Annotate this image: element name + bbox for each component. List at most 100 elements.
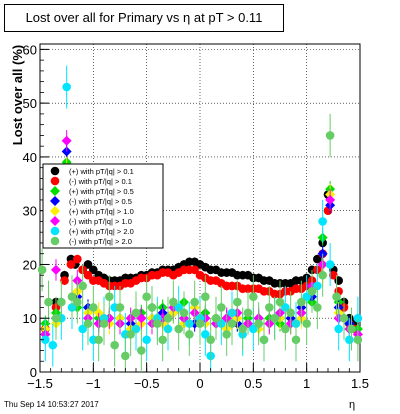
data-point (206, 335, 215, 345)
y-tick-label: 40 (23, 150, 37, 165)
legend-marker (50, 196, 60, 206)
y-tick-label: 60 (23, 42, 37, 57)
data-point (249, 292, 258, 302)
data-series (37, 65, 363, 372)
data-point (83, 319, 93, 328)
data-point (227, 319, 237, 328)
data-point (265, 303, 274, 312)
data-point (66, 260, 76, 269)
data-point (44, 297, 53, 307)
legend-label: (-) with pT/|q| > 0.5 (69, 197, 132, 206)
data-point (307, 287, 317, 296)
x-tick-label: 0.5 (244, 376, 262, 391)
data-point (142, 292, 151, 302)
data-point (99, 319, 109, 328)
data-point (195, 319, 205, 328)
data-point (313, 303, 322, 312)
y-tick-label: 20 (23, 257, 37, 272)
data-point (211, 313, 221, 323)
data-point (222, 330, 231, 339)
data-point (163, 313, 173, 323)
legend-marker (50, 226, 60, 236)
data-point (185, 330, 194, 339)
data-point (131, 308, 141, 318)
x-tick-label: −1 (86, 376, 101, 391)
y-axis-label: Lost over all (%) (10, 45, 25, 145)
legend: (+) with pT/|q| > 0.1(-) with pT/|q| > 0… (42, 163, 164, 249)
data-point (41, 335, 50, 345)
data-point (332, 292, 341, 302)
legend-label: (+) with pT/|q| > 1.0 (69, 207, 134, 216)
data-point (233, 297, 242, 307)
data-point (67, 292, 77, 302)
series-8 (37, 113, 363, 372)
y-tick-label: 50 (23, 96, 37, 111)
data-point (243, 308, 253, 318)
data-point (275, 297, 285, 307)
data-point (291, 335, 301, 345)
data-point (137, 346, 146, 355)
data-point (174, 324, 183, 334)
data-point (281, 324, 290, 334)
data-point (297, 297, 306, 307)
legend-label: (+) with pT/|q| > 2.0 (69, 227, 134, 236)
legend-label: (-) with pT/|q| > 1.0 (69, 217, 132, 226)
data-point (217, 303, 226, 312)
y-tick-label: 0 (30, 365, 37, 380)
data-point (57, 297, 66, 307)
legend-label: (+) with pT/|q| > 0.1 (69, 167, 134, 176)
x-tick-label: −0.5 (134, 376, 160, 391)
data-point (169, 297, 178, 307)
data-point (115, 303, 125, 312)
legend-label: (-) with pT/|q| > 2.0 (69, 237, 132, 246)
data-point (78, 281, 87, 291)
legend-marker (50, 236, 60, 246)
legend-label: (+) with pT/|q| > 0.5 (69, 187, 134, 196)
x-tick-label: 0 (196, 376, 203, 391)
data-point (302, 319, 311, 328)
data-point (325, 131, 335, 140)
data-point (339, 313, 349, 323)
y-tick-label: 10 (23, 311, 37, 326)
data-point (51, 313, 61, 323)
data-point (153, 319, 162, 328)
timestamp: Thu Sep 14 10:53:27 2017 (4, 400, 99, 409)
data-point (60, 276, 69, 285)
data-point (201, 292, 210, 302)
data-point (313, 254, 322, 264)
data-point (48, 340, 58, 350)
x-tick-label: 1.5 (351, 376, 369, 391)
data-point (190, 265, 199, 275)
data-point (73, 254, 82, 264)
data-point (190, 297, 199, 307)
legend-box (42, 163, 164, 249)
axes: −1.5 −1 −0.5 0 0.5 1 1.5 0 10 20 30 40 50 60 (23, 42, 370, 391)
data-point (318, 270, 327, 280)
data-point (105, 292, 114, 302)
data-point (254, 319, 263, 328)
data-point (318, 217, 327, 226)
data-point (110, 340, 119, 350)
data-point (249, 324, 258, 334)
x-tick-label: 1 (303, 376, 310, 391)
data-point (121, 351, 130, 361)
legend-marker (50, 166, 60, 176)
data-point (83, 260, 93, 269)
data-point (325, 194, 336, 205)
data-point (302, 292, 311, 302)
data-point (142, 335, 151, 345)
data-point (73, 297, 82, 307)
data-point (259, 335, 269, 345)
data-point (238, 324, 247, 334)
legend-marker (50, 176, 60, 186)
data-point (51, 264, 61, 275)
y-tick-label: 30 (23, 204, 37, 219)
data-point (83, 270, 93, 280)
legend-marker (50, 216, 60, 226)
data-point (94, 335, 103, 345)
data-point (329, 270, 338, 280)
chart-title: Lost over all for Primary vs η at pT > 0… (4, 4, 284, 32)
legend-label: (-) with pT/|q| > 0.1 (69, 177, 132, 186)
data-point (270, 313, 279, 323)
